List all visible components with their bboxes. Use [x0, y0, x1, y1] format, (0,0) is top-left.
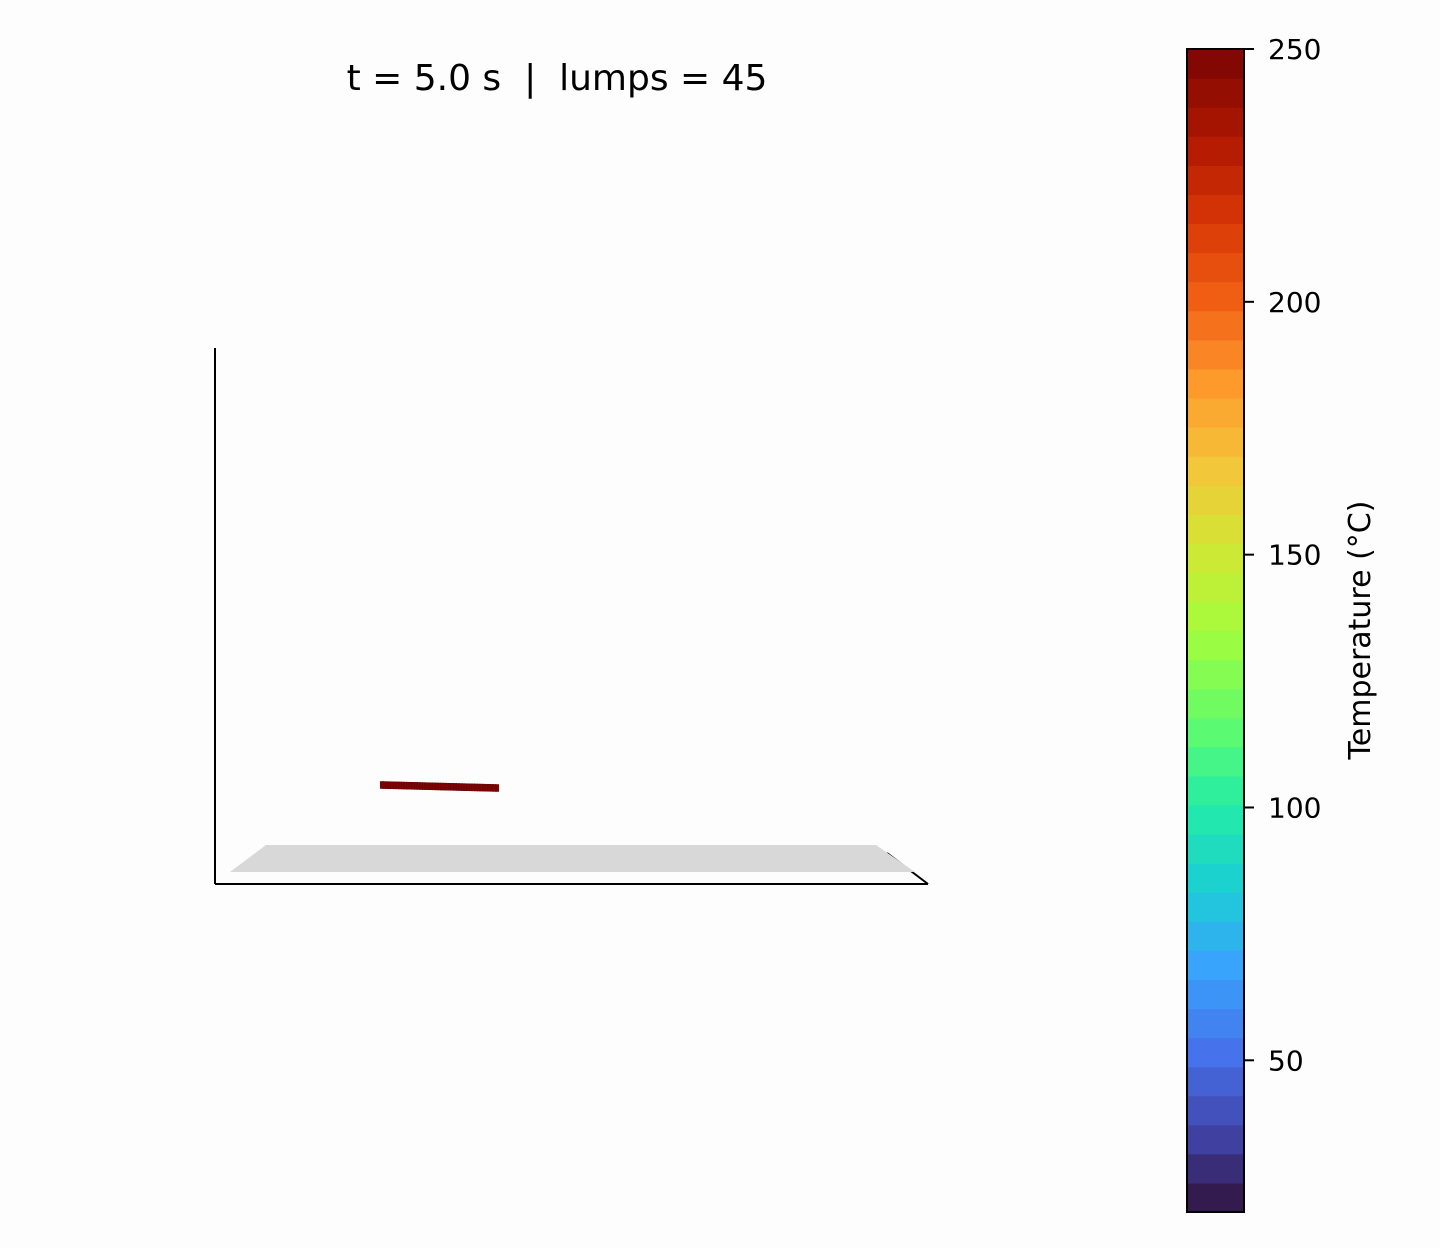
colorbar-band: [1187, 717, 1244, 748]
colorbar-tick-label: 150: [1268, 539, 1321, 572]
colorbar-band: [1187, 1008, 1244, 1039]
colorbar-band: [1187, 1037, 1244, 1068]
colorbar-band: [1187, 572, 1244, 603]
colorbar-bands: [1187, 49, 1244, 1213]
colorbar-band: [1187, 339, 1244, 370]
colorbar-tick-label: 50: [1268, 1044, 1304, 1077]
colorbar-band: [1187, 281, 1244, 312]
colorbar-band: [1187, 223, 1244, 254]
colorbar-band: [1187, 456, 1244, 486]
lumps-group: [379, 781, 500, 792]
colorbar-band: [1187, 1066, 1244, 1097]
colorbar-band: [1187, 834, 1244, 864]
colorbar-frame: [1186, 48, 1245, 1213]
colorbar-band: [1187, 688, 1244, 719]
colorbar-tick-label: 200: [1268, 286, 1321, 319]
colorbar-band: [1187, 1153, 1244, 1184]
floor-plane: [230, 845, 915, 872]
colorbar-band: [1187, 107, 1244, 137]
colorbar-tick-label: 250: [1268, 33, 1321, 66]
colorbar-band: [1187, 78, 1244, 108]
colorbar-band: [1187, 775, 1244, 806]
colorbar-band: [1187, 950, 1244, 980]
colorbar-band: [1187, 601, 1244, 632]
colorbar-band: [1187, 49, 1244, 79]
colorbar-band: [1187, 979, 1244, 1010]
colorbar-band: [1187, 804, 1244, 835]
colorbar-band: [1187, 630, 1244, 661]
colorbar-band: [1187, 397, 1244, 428]
colorbar-band: [1187, 1095, 1244, 1126]
colorbar-band: [1187, 136, 1244, 166]
plot-3d-axes: [214, 348, 929, 885]
colorbar-band: [1187, 310, 1244, 341]
colorbar-band: [1187, 252, 1244, 283]
colorbar-band: [1187, 165, 1244, 195]
colorbar-band: [1187, 892, 1244, 922]
colorbar-band: [1187, 921, 1244, 951]
colorbar-band: [1187, 659, 1244, 690]
colorbar-label: Temperature (°C): [1343, 501, 1378, 761]
colorbar-band: [1187, 514, 1244, 544]
colorbar-tick-label: 100: [1268, 791, 1321, 824]
colorbar-band: [1187, 863, 1244, 893]
chart-title: t = 5.0 s | lumps = 45: [347, 58, 768, 99]
colorbar-band: [1187, 194, 1244, 225]
colorbar-band: [1187, 368, 1244, 399]
colorbar-band: [1187, 426, 1244, 457]
lump-marker: [494, 784, 500, 792]
colorbar-band: [1187, 1124, 1244, 1155]
colorbar-band: [1187, 543, 1244, 573]
colorbar-band: [1187, 1182, 1244, 1213]
colorbar: 50 100 150 200 250 Temperature (°C): [1186, 33, 1378, 1213]
colorbar-band: [1187, 485, 1244, 515]
colorbar-band: [1187, 746, 1244, 777]
colorbar-ticks: 50 100 150 200 250: [1244, 33, 1321, 1077]
